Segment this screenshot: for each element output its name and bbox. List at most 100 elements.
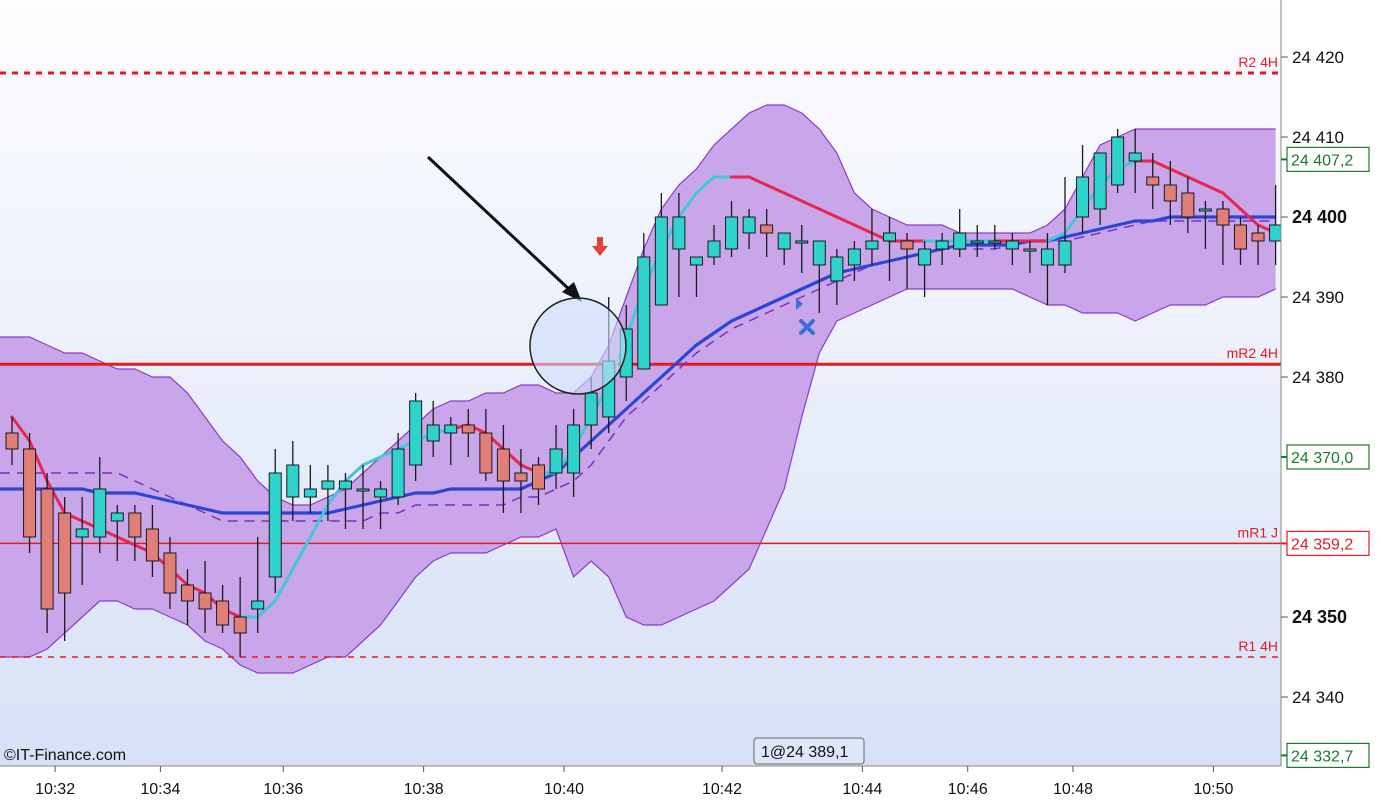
candle[interactable] <box>5 417 19 465</box>
candle[interactable] <box>883 217 896 281</box>
candle[interactable] <box>303 465 317 513</box>
candle[interactable] <box>865 209 879 265</box>
candle[interactable] <box>760 209 774 257</box>
candle[interactable] <box>75 497 89 585</box>
ma-fast-segment <box>747 175 769 187</box>
candle[interactable] <box>23 433 37 553</box>
candle[interactable] <box>181 569 194 625</box>
candle[interactable] <box>953 209 967 257</box>
candle[interactable] <box>935 233 949 265</box>
candle-body <box>918 248 932 266</box>
candle-body <box>5 432 19 450</box>
candle[interactable] <box>1251 225 1265 265</box>
candle[interactable] <box>409 393 423 481</box>
candle[interactable] <box>1128 129 1142 193</box>
order-label-box[interactable]: 1@24 389,1 <box>753 737 865 765</box>
candle[interactable] <box>286 441 300 521</box>
candle[interactable] <box>426 401 440 457</box>
candle[interactable] <box>1005 233 1019 265</box>
candle[interactable] <box>1269 185 1283 265</box>
candle[interactable] <box>1198 201 1212 249</box>
candle-body <box>742 216 756 234</box>
candle-body <box>1163 184 1177 202</box>
annotation-circle <box>529 297 627 395</box>
candle[interactable] <box>988 225 1002 249</box>
price-axis-background <box>1281 0 1381 806</box>
candle[interactable] <box>128 505 142 561</box>
candle[interactable] <box>93 457 107 553</box>
candle[interactable] <box>268 449 282 593</box>
candle[interactable] <box>654 193 668 306</box>
candle[interactable] <box>812 240 826 313</box>
candle[interactable] <box>145 505 159 577</box>
candle-body <box>532 464 545 490</box>
candle-body <box>93 488 107 538</box>
candle[interactable] <box>1111 129 1125 193</box>
candle-body <box>444 424 458 434</box>
candle-body <box>847 248 861 266</box>
candle[interactable] <box>707 225 721 265</box>
candle[interactable] <box>233 577 247 657</box>
candle[interactable] <box>1181 177 1195 233</box>
candle[interactable] <box>461 409 475 457</box>
candle[interactable] <box>918 241 932 297</box>
candle[interactable] <box>777 232 791 265</box>
candle[interactable] <box>900 233 914 289</box>
candle[interactable] <box>374 481 388 529</box>
candle[interactable] <box>514 449 528 513</box>
candle[interactable] <box>847 241 861 281</box>
ma-fast-segment <box>852 223 874 235</box>
order-label: 1@24 389,1 <box>761 744 849 761</box>
order-cross-icon <box>799 319 815 335</box>
candle[interactable] <box>58 497 72 641</box>
candle[interactable] <box>532 457 545 505</box>
candle[interactable] <box>637 233 651 370</box>
y-tick-label: 24 420 <box>1292 48 1344 67</box>
candle[interactable] <box>1234 217 1247 265</box>
candle-body <box>1023 248 1037 252</box>
candle[interactable] <box>1058 177 1072 273</box>
ma-fast-segment <box>1151 159 1172 171</box>
candle[interactable] <box>689 256 703 297</box>
candle[interactable] <box>795 225 809 273</box>
candle-body <box>338 480 352 490</box>
candle[interactable] <box>1023 241 1037 273</box>
candle[interactable] <box>970 225 984 257</box>
candle[interactable] <box>356 465 370 529</box>
candle[interactable] <box>110 505 124 561</box>
candle-body <box>1128 152 1142 162</box>
candle[interactable] <box>1093 152 1107 225</box>
candle[interactable] <box>198 561 212 633</box>
candle-body <box>1269 224 1283 242</box>
candle[interactable] <box>444 417 458 465</box>
sell-signal-arrow-icon <box>592 237 608 256</box>
candle[interactable] <box>321 465 335 521</box>
candle-body <box>672 216 686 250</box>
candle[interactable] <box>1163 161 1177 225</box>
candle-body <box>163 552 177 594</box>
candle-body <box>58 512 72 594</box>
candle[interactable] <box>725 201 739 257</box>
candle[interactable] <box>40 473 54 633</box>
candle[interactable] <box>251 537 265 633</box>
candle[interactable] <box>1146 153 1160 209</box>
candle-body <box>637 256 651 370</box>
candle[interactable] <box>567 409 581 497</box>
candle[interactable] <box>338 473 352 529</box>
candle[interactable] <box>830 249 844 305</box>
candle[interactable] <box>1040 233 1054 305</box>
candle[interactable] <box>391 433 405 505</box>
candle[interactable] <box>479 409 493 481</box>
candle[interactable] <box>496 425 510 513</box>
candle[interactable] <box>1216 201 1230 265</box>
candle-body <box>1234 224 1247 250</box>
candle[interactable] <box>216 585 230 633</box>
candle[interactable] <box>672 193 686 297</box>
candle[interactable] <box>163 537 177 609</box>
candle[interactable] <box>742 209 756 249</box>
candlesticks[interactable] <box>5 129 1283 657</box>
candle[interactable] <box>549 425 563 489</box>
candle[interactable] <box>1076 145 1090 233</box>
